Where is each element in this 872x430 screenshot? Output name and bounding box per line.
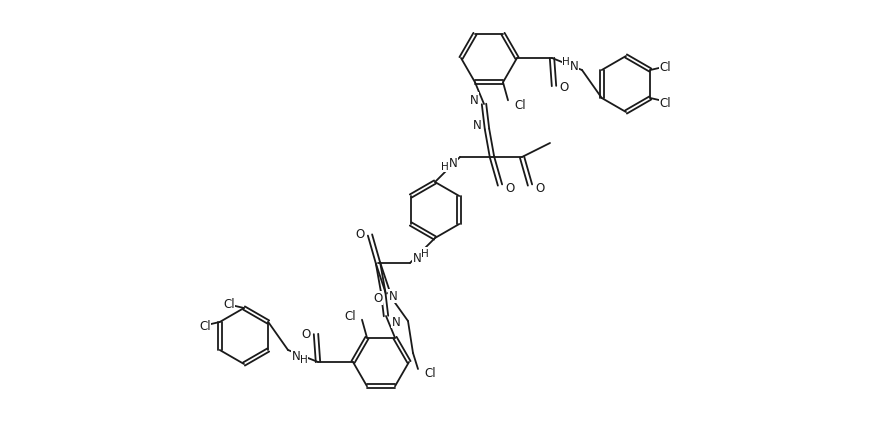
Text: Cl: Cl <box>199 320 210 333</box>
Text: Cl: Cl <box>659 60 671 74</box>
Text: H: H <box>421 249 429 258</box>
Text: O: O <box>302 328 310 341</box>
Text: O: O <box>506 181 514 194</box>
Text: H: H <box>300 354 308 364</box>
Text: O: O <box>559 80 569 93</box>
Text: Cl: Cl <box>344 310 356 322</box>
Text: N: N <box>470 93 479 106</box>
Text: N: N <box>412 252 421 265</box>
Text: N: N <box>473 118 481 131</box>
Text: Cl: Cl <box>514 98 526 111</box>
Text: N: N <box>389 290 398 303</box>
Text: O: O <box>535 181 545 194</box>
Text: O: O <box>373 292 383 305</box>
Text: N: N <box>392 315 400 328</box>
Text: O: O <box>356 227 364 240</box>
Text: H: H <box>441 162 449 172</box>
Text: N: N <box>569 59 578 72</box>
Text: N: N <box>291 349 300 362</box>
Text: Cl: Cl <box>659 96 671 109</box>
Text: Cl: Cl <box>424 367 436 380</box>
Text: N: N <box>448 156 458 169</box>
Text: H: H <box>562 57 570 67</box>
Text: Cl: Cl <box>223 298 235 311</box>
